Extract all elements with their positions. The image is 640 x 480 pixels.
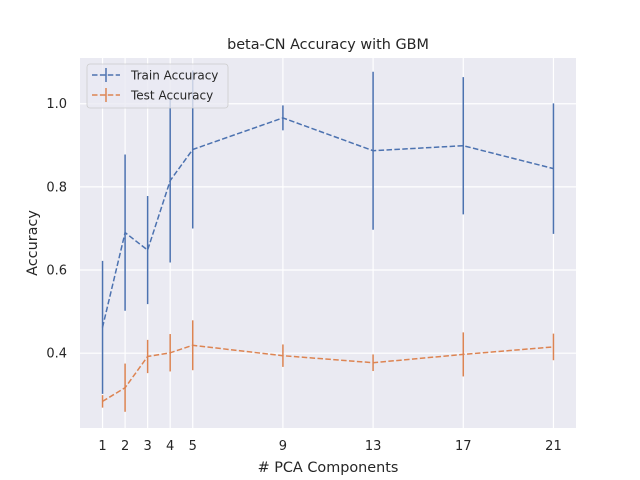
y-tick-label: 1.0 — [46, 97, 67, 112]
x-axis-label: # PCA Components — [258, 460, 399, 476]
x-tick-label: 2 — [121, 439, 129, 454]
x-tick-label: 4 — [166, 439, 174, 454]
plot-area — [80, 58, 576, 428]
tick-layer: 1 2 3 4 5 9 13 17 21 0.4 0.6 0.8 1.0 — [46, 97, 561, 454]
y-tick-label: 0.4 — [46, 347, 67, 362]
x-tick-label: 17 — [455, 439, 472, 454]
x-tick-label: 5 — [189, 439, 197, 454]
x-tick-label: 21 — [545, 439, 562, 454]
y-tick-label: 0.6 — [46, 264, 67, 279]
x-tick-label: 13 — [365, 439, 382, 454]
legend-label: Test Accuracy — [130, 89, 213, 103]
series-train-accuracy — [101, 70, 555, 394]
x-tick-label: 3 — [143, 439, 151, 454]
chart-title: beta-CN Accuracy with GBM — [227, 37, 429, 53]
legend-label: Train Accuracy — [130, 69, 218, 83]
series-test-accuracy — [101, 320, 555, 412]
legend-entries: Train Accuracy Test Accuracy — [92, 68, 218, 103]
legend-entry: Train Accuracy — [92, 68, 218, 83]
x-tick-label: 1 — [98, 439, 106, 454]
series-layer — [101, 70, 555, 412]
legend: Train Accuracy Test Accuracy — [86, 63, 229, 109]
x-tick-label: 9 — [279, 439, 287, 454]
y-axis-label: Accuracy — [25, 210, 41, 276]
legend-box — [86, 63, 229, 109]
y-tick-label: 0.8 — [46, 180, 67, 195]
legend-entry: Test Accuracy — [92, 88, 213, 103]
